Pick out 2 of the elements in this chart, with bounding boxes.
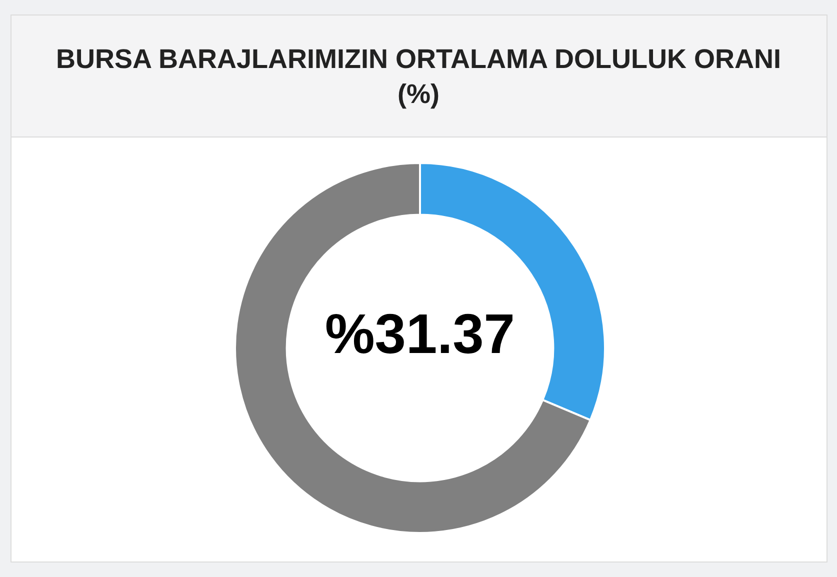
text: %31.37 <box>325 302 515 365</box>
chart-title: BURSA BARAJLARIMIZIN ORTALAMA DOLULUK ORANI (%) <box>56 44 781 110</box>
